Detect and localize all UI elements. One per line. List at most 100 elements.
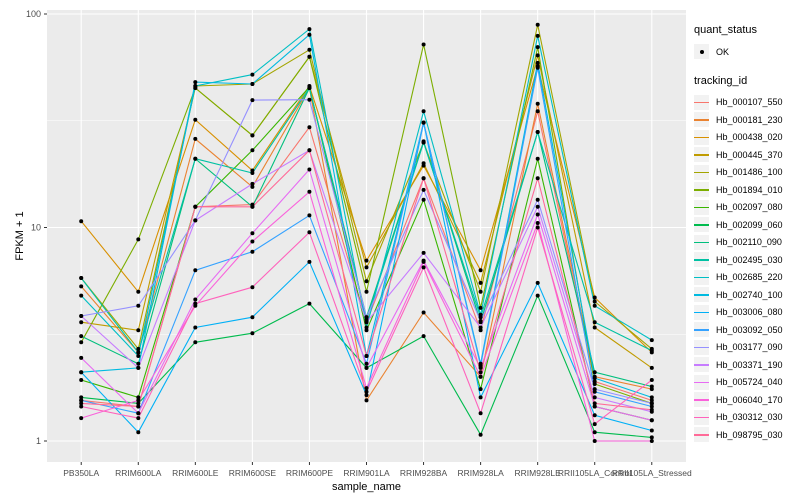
- line-key-icon: [694, 357, 709, 373]
- data-point: [478, 328, 483, 333]
- data-point: [79, 340, 84, 345]
- data-point: [250, 133, 255, 138]
- data-point: [307, 27, 312, 32]
- black-dot-icon: [699, 49, 704, 54]
- legend-tracking-entries: Hb_000107_550 Hb_000181_230 Hb_000438_020 H…: [694, 94, 800, 444]
- data-point: [364, 365, 369, 370]
- data-point: [364, 386, 369, 391]
- y-axis-title: FPKM + 1: [14, 211, 26, 261]
- data-point: [478, 312, 483, 317]
- data-point: [364, 258, 369, 263]
- data-point: [307, 97, 312, 102]
- line-key-icon: [694, 112, 709, 128]
- data-point: [649, 401, 654, 406]
- line-key-icon: [694, 304, 709, 320]
- data-point: [250, 231, 255, 236]
- data-point: [364, 361, 369, 366]
- data-point: [250, 315, 255, 320]
- data-point: [649, 395, 654, 400]
- data-point: [421, 187, 426, 192]
- data-point: [649, 378, 654, 382]
- x-tick-label: RRIM600LE: [172, 468, 219, 478]
- data-point: [136, 430, 141, 435]
- data-point: [649, 398, 654, 403]
- data-point: [250, 239, 255, 244]
- data-point: [478, 268, 483, 273]
- line-key-icon: [694, 339, 709, 355]
- data-point: [193, 268, 198, 273]
- color-line-icon: [694, 259, 709, 261]
- x-tick-label: RRIM600SE: [229, 468, 277, 478]
- data-point: [364, 398, 369, 403]
- data-point: [649, 428, 654, 433]
- color-line-icon: [694, 329, 709, 331]
- data-point: [478, 387, 483, 392]
- color-line-icon: [694, 346, 709, 349]
- color-line-icon: [694, 399, 709, 401]
- legend-item-label: Hb_000438_020: [716, 132, 783, 143]
- data-point: [136, 237, 141, 242]
- x-tick-label: RRIM600PE: [286, 468, 334, 478]
- data-point: [193, 156, 198, 161]
- color-line-icon: [694, 434, 709, 436]
- data-point: [364, 315, 369, 320]
- color-line-icon: [694, 154, 709, 156]
- data-point: [250, 285, 255, 290]
- data-point: [478, 432, 483, 437]
- legend-item-label: Hb_030312_030: [716, 412, 783, 423]
- data-point: [136, 395, 141, 400]
- line-key-icon: [694, 287, 709, 303]
- data-point: [535, 197, 540, 202]
- data-point: [649, 435, 654, 440]
- data-point: [79, 395, 84, 400]
- data-point: [535, 22, 540, 27]
- legend-item-label: OK: [716, 46, 730, 57]
- data-point: [421, 176, 426, 181]
- x-tick-label: RRII105LA_Control: [558, 468, 632, 478]
- data-point: [79, 370, 84, 375]
- color-line-icon: [694, 381, 709, 384]
- data-point: [193, 84, 198, 88]
- line-key-icon: [694, 147, 709, 163]
- legend-item-label: Hb_005724_040: [716, 377, 783, 388]
- data-point: [193, 80, 198, 85]
- data-point: [535, 33, 540, 38]
- data-point: [649, 407, 654, 412]
- data-point: [535, 280, 540, 285]
- legend-item-Hb_002099_060: Hb_002099_060: [694, 216, 800, 234]
- line-key-icon: [694, 252, 709, 268]
- data-point: [193, 325, 198, 330]
- legend-item-Hb_000445_370: Hb_000445_370: [694, 146, 800, 164]
- legend-item-label: Hb_000181_230: [716, 114, 783, 125]
- data-point: [136, 346, 141, 351]
- line-key-icon: [694, 94, 709, 110]
- data-point: [307, 230, 312, 235]
- data-point: [250, 82, 255, 86]
- legend-item-label: Hb_003092_050: [716, 324, 783, 335]
- data-point: [136, 365, 141, 370]
- data-point: [649, 338, 654, 343]
- data-point: [136, 416, 141, 421]
- data-point: [307, 167, 312, 172]
- color-line-icon: [694, 416, 709, 419]
- data-point: [364, 325, 369, 330]
- line-key-icon: [694, 374, 709, 390]
- legend-item-label: Hb_006040_170: [716, 394, 783, 405]
- data-point: [250, 72, 255, 77]
- legend-item-Hb_003092_050: Hb_003092_050: [694, 321, 800, 339]
- data-point: [250, 181, 255, 186]
- legend-item-label: Hb_002097_080: [716, 202, 783, 213]
- color-line-icon: [694, 224, 709, 226]
- data-point: [250, 171, 255, 175]
- data-point: [136, 404, 141, 409]
- data-point: [307, 125, 312, 130]
- data-point: [478, 289, 483, 294]
- data-point: [478, 370, 483, 375]
- legend-item-Hb_005724_040: Hb_005724_040: [694, 374, 800, 392]
- data-point: [421, 120, 426, 125]
- x-tick-label: RRIM928LA: [457, 468, 504, 478]
- legend-item-Hb_001486_100: Hb_001486_100: [694, 164, 800, 182]
- data-point: [592, 376, 597, 381]
- data-point: [592, 320, 597, 325]
